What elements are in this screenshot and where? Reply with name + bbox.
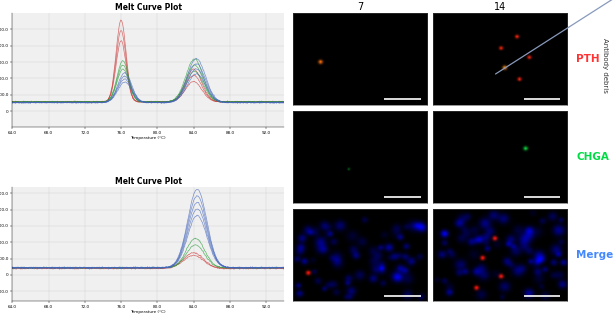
Title: 14: 14 [494,2,506,13]
Title: Melt Curve Plot: Melt Curve Plot [115,3,182,13]
Text: PTH: PTH [576,54,600,64]
X-axis label: Temperature (°C): Temperature (°C) [130,136,166,140]
Text: Antibody debris: Antibody debris [601,38,608,93]
Title: Melt Curve Plot: Melt Curve Plot [115,177,182,186]
Text: CHGA: CHGA [576,152,609,162]
Text: Merge: Merge [576,250,614,260]
X-axis label: Temperature (°C): Temperature (°C) [130,310,166,314]
Title: 7: 7 [357,2,363,13]
